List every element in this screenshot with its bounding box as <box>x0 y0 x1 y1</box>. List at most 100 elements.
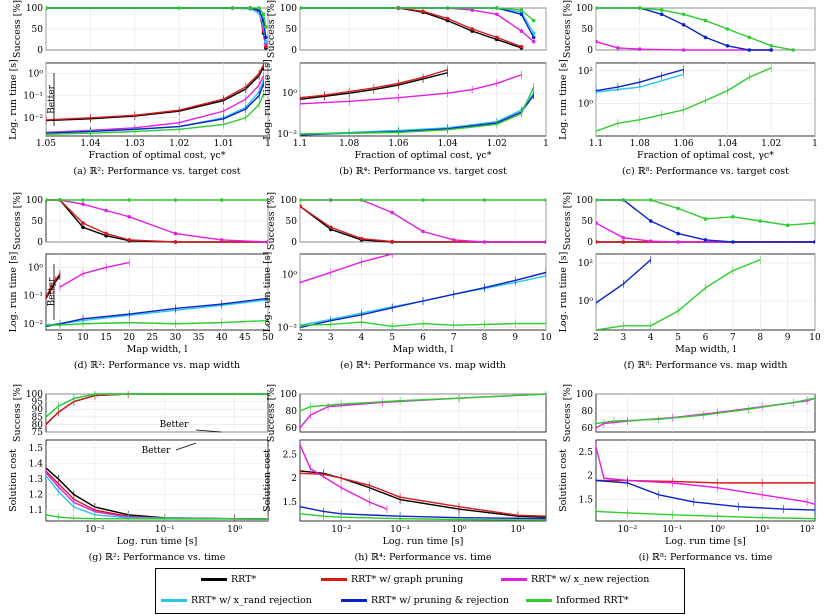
xtick: 10⁻¹ <box>662 525 682 535</box>
caption: (a) ℝ²: Performance vs. target cost <box>73 166 240 177</box>
runtime-line-inf <box>46 93 265 135</box>
success-point-prune <box>813 240 815 244</box>
legend-item-rrt: RRT* <box>201 574 256 585</box>
legend-item-xnew: RRT* w/ x_new rejection <box>501 574 649 585</box>
xtick: 8 <box>482 333 488 343</box>
success-ylabel: Success [%] <box>12 192 23 250</box>
success-ytick: 100 <box>576 390 593 400</box>
success-point-xnew <box>451 238 456 242</box>
xtick: 10² <box>800 525 815 535</box>
xtick: 9 <box>785 333 791 343</box>
success-point-inf <box>758 219 763 223</box>
better-arrow-cost <box>175 442 197 451</box>
success-ytick: 85 <box>32 413 44 423</box>
success-ytick: 95 <box>32 398 44 408</box>
success-point-inf <box>58 198 62 202</box>
success-point-rrt <box>81 225 85 230</box>
success-point-inf <box>731 215 735 219</box>
success-ytick: 100 <box>26 4 43 14</box>
runtime-axes-d <box>45 253 269 331</box>
success-point-prune <box>648 219 653 223</box>
legend-label-xrand: RRT* w/ x_rand rejection <box>191 595 312 606</box>
success-point-graph <box>621 240 626 244</box>
xtick: 10⁻¹ <box>155 525 175 535</box>
bottom-ytick: 10² <box>578 259 593 269</box>
success-ytick: 100 <box>26 196 43 206</box>
success-point-prune <box>681 23 686 27</box>
xtick: 1.01 <box>214 139 234 149</box>
success-ylabel: Success [%] <box>266 192 277 250</box>
bottom-ytick: 1.2 <box>29 491 43 501</box>
success-line-graph <box>46 7 267 47</box>
better-annotation: Better <box>47 84 57 113</box>
bottom-ytick: 10⁻² <box>23 320 43 330</box>
success-line-rrt <box>300 7 522 49</box>
success-point-xnew <box>266 240 268 244</box>
xtick: 5 <box>389 333 395 343</box>
success-point-xnew <box>638 47 642 51</box>
legend-item-xrand: RRT* w/ x_rand rejection <box>161 595 312 606</box>
success-point-inf <box>81 198 85 202</box>
runtime-line-rrt <box>46 275 61 299</box>
success-ylabel: Success [%] <box>266 384 277 442</box>
success-ytick: 100 <box>280 4 297 14</box>
success-point-inf <box>596 198 598 202</box>
runtime-line-xnew <box>300 254 393 284</box>
success-point-xnew <box>390 210 395 215</box>
success-ytick: 0 <box>291 46 297 56</box>
bottom-ylabel: Solution cost <box>558 449 569 512</box>
panel-c: 100 50 0 Success [%] 10² 10⁰ Log. run time [s]… <box>558 0 818 177</box>
cost-line-rrt <box>300 470 546 518</box>
success-point-graph <box>81 221 85 225</box>
success-point-inf <box>263 25 268 29</box>
legend: RRT* RRT* w/ graph pruning RRT* w/ x_new… <box>155 568 685 614</box>
xtick: 10⁻² <box>617 525 637 535</box>
xtick: 6 <box>420 333 426 343</box>
xtick: 15 <box>100 333 112 343</box>
legend-item-graph: RRT* w/ graph pruning <box>321 574 463 585</box>
success-ytick: 90 <box>32 405 44 415</box>
xtick: 1.02 <box>169 139 189 149</box>
success-point-inf <box>703 18 708 23</box>
success-line-xnew <box>46 7 267 44</box>
bottom-ytick: 1.4 <box>29 459 44 469</box>
success-point-xnew <box>531 39 536 44</box>
xtick: 1.08 <box>339 139 359 149</box>
success-line-inf <box>300 393 546 412</box>
bottom-ytick: 1.3 <box>29 475 44 485</box>
legend-swatch-xnew <box>501 578 527 581</box>
xtick: 3 <box>328 333 334 343</box>
bottom-ylabel: Log. run time [s] <box>262 252 273 333</box>
legend-label-inf: Informed RRT* <box>556 595 629 606</box>
success-point-inf <box>676 206 680 211</box>
success-ytick: 50 <box>286 25 298 35</box>
success-point-graph <box>173 240 178 244</box>
success-point-inf <box>519 8 524 12</box>
xtick: 50 <box>262 333 274 343</box>
xtick: 1.06 <box>388 139 408 149</box>
success-point-xnew <box>470 8 475 12</box>
success-point-xrand <box>263 39 268 44</box>
success-point-prune <box>659 12 664 17</box>
xtick: 6 <box>703 333 709 343</box>
panel-i: 100 80 60 Success [%] 2.5 2 1.5 Solution cost 10… <box>558 384 816 563</box>
panel-d: 100 50 0 Success [%] 10⁰ 10⁻¹ 10⁻² Log. run tim… <box>8 192 274 371</box>
xlabel: Map width, l <box>675 344 736 355</box>
xlabel: Log. run time [s] <box>383 536 464 547</box>
caption: (i) ℝ⁸: Performance vs. time <box>639 552 773 563</box>
xlabel: Map width, l <box>127 344 188 355</box>
xtick: 45 <box>239 333 251 343</box>
xtick: 1 <box>265 139 271 149</box>
success-line-rrt <box>46 7 267 49</box>
success-ytick: 80 <box>582 407 594 417</box>
success-point-inf <box>725 27 730 31</box>
success-ytick: 100 <box>576 4 593 14</box>
xtick: 25 <box>147 333 159 343</box>
success-point-inf <box>495 6 499 10</box>
success-point-inf <box>648 198 653 202</box>
success-point-xnew <box>596 39 598 44</box>
xlabel: Log. run time [s] <box>117 536 198 547</box>
bottom-ytick: 2 <box>291 474 297 484</box>
bottom-ylabel: Log. run time [s] <box>558 59 569 140</box>
